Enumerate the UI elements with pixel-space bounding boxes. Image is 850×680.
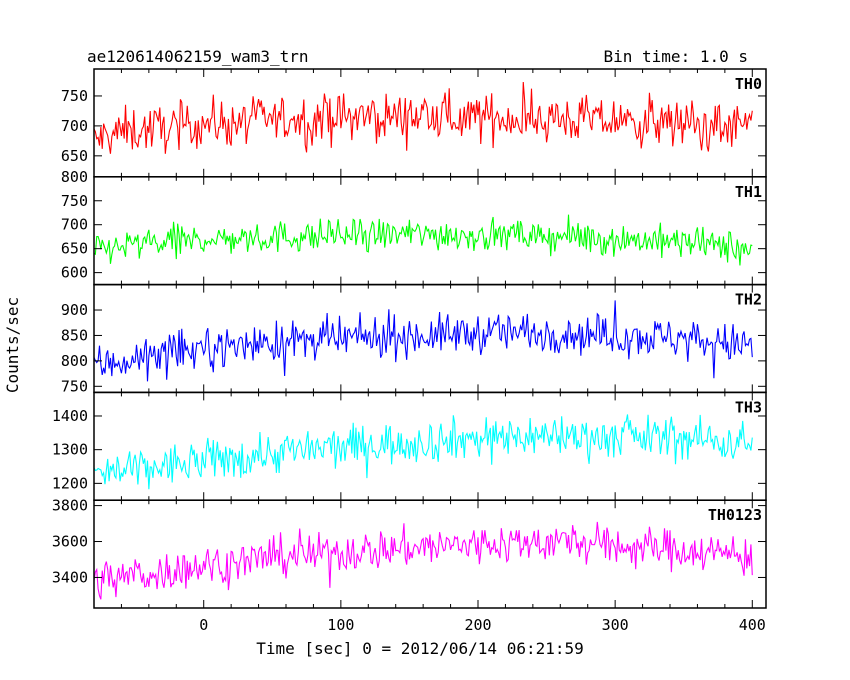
x-tick-label: 300 [602,616,629,634]
y-tick-label: 900 [61,301,88,319]
y-tick-label: 750 [61,87,88,105]
panel-label-th3: TH3 [735,398,762,416]
y-tick-label: 800 [61,168,88,186]
y-tick-label: 650 [61,240,88,258]
y-tick-label: 1300 [52,441,88,459]
chart-title: ae120614062159_wam3_trn [87,47,309,66]
y-tick-label: 800 [61,352,88,370]
panels-group: 650 700 750 TH0 600 650 700 750 800 TH1 750 800 850 9… [52,68,767,634]
y-tick-label: 700 [61,216,88,234]
y-tick-label: 3600 [52,533,88,551]
x-tick-label: 400 [739,616,766,634]
x-tick-label: 100 [327,616,354,634]
panel-th2: 750 800 850 900 TH2 [61,283,767,395]
y-tick-label: 750 [61,192,88,210]
panel-th0123: 3400 3600 3800 TH0123 [52,497,767,609]
series-line-th3 [94,414,753,490]
panel-th3: 1200 1300 1400 TH3 [52,391,767,501]
panel-label-th1: TH1 [735,183,762,201]
bin-time-label: Bin time: 1.0 s [604,47,749,66]
x-tick-label: 0 [199,616,208,634]
y-tick-label: 1400 [52,407,88,425]
panel-th0: 650 700 750 TH0 [61,68,767,178]
y-tick-label: 850 [61,326,88,344]
panel-label-th0123: TH0123 [708,506,762,524]
y-tick-label: 3800 [52,497,88,515]
x-tick-label: 200 [464,616,491,634]
y-tick-label: 750 [61,377,88,395]
panel-th1: 600 650 700 750 800 TH1 [61,168,767,286]
y-tick-label: 1200 [52,474,88,492]
y-tick-label: 700 [61,117,88,135]
panel-frame [93,499,767,609]
y-tick-label: 600 [61,264,88,282]
series-line-th0 [94,82,753,154]
series-line-th2 [94,300,753,382]
panel-label-th0: TH0 [735,75,762,93]
x-axis-label: Time [sec] 0 = 2012/06/14 06:21:59 [256,639,584,658]
y-tick-label: 3400 [52,568,88,586]
series-line-th1 [94,214,753,266]
panel-label-th2: TH2 [735,291,762,309]
y-axis-label: Counts/sec [3,297,22,393]
panel-frame [93,391,767,501]
y-tick-label: 650 [61,147,88,165]
series-line-th0123 [94,521,753,600]
